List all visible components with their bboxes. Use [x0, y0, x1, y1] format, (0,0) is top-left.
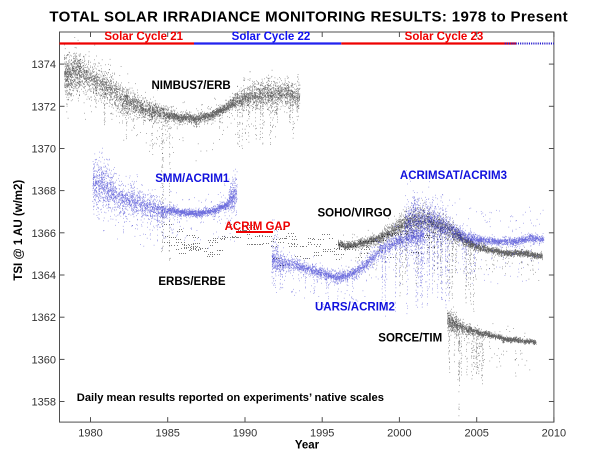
svg-text:2010: 2010 [542, 428, 566, 440]
svg-text:1370: 1370 [32, 144, 56, 156]
svg-text:1374: 1374 [32, 59, 56, 71]
svg-text:TOTAL SOLAR IRRADIANCE MONITOR: TOTAL SOLAR IRRADIANCE MONITORING RESULT… [49, 9, 568, 26]
svg-text:SORCE/TIM: SORCE/TIM [378, 333, 442, 345]
svg-text:1990: 1990 [233, 428, 257, 440]
svg-text:2000: 2000 [387, 428, 411, 440]
svg-text:1368: 1368 [32, 186, 56, 198]
svg-text:1985: 1985 [155, 428, 179, 440]
svg-text:1360: 1360 [32, 354, 56, 366]
svg-text:1995: 1995 [310, 428, 334, 440]
svg-text:UARS/ACRIM2: UARS/ACRIM2 [315, 302, 395, 314]
svg-text:TSI @ 1 AU (w/m2): TSI @ 1 AU (w/m2) [13, 180, 25, 281]
svg-text:1372: 1372 [32, 101, 56, 113]
svg-text:Solar Cycle 22: Solar Cycle 22 [232, 31, 311, 43]
svg-text:1364: 1364 [32, 270, 56, 282]
svg-text:1980: 1980 [78, 428, 102, 440]
svg-text:Solar Cycle 21: Solar Cycle 21 [104, 31, 183, 43]
svg-text:SMM/ACRIM1: SMM/ACRIM1 [155, 173, 230, 185]
svg-text:NIMBUS7/ERB: NIMBUS7/ERB [152, 80, 231, 92]
svg-text:ACRIMSAT/ACRIM3: ACRIMSAT/ACRIM3 [400, 170, 507, 182]
svg-text:1358: 1358 [32, 397, 56, 409]
svg-text:1362: 1362 [32, 312, 56, 324]
svg-text:2005: 2005 [464, 428, 488, 440]
svg-text:Solar Cycle 23: Solar Cycle 23 [405, 31, 484, 43]
svg-text:1366: 1366 [32, 228, 56, 240]
svg-text:SOHO/VIRGO: SOHO/VIRGO [318, 207, 392, 219]
svg-text:Year: Year [295, 440, 320, 452]
svg-text:ACRIM GAP: ACRIM GAP [225, 221, 291, 233]
svg-text:ERBS/ERBE: ERBS/ERBE [158, 276, 225, 288]
svg-text:Daily mean results reported on: Daily mean results reported on experimen… [77, 392, 384, 404]
